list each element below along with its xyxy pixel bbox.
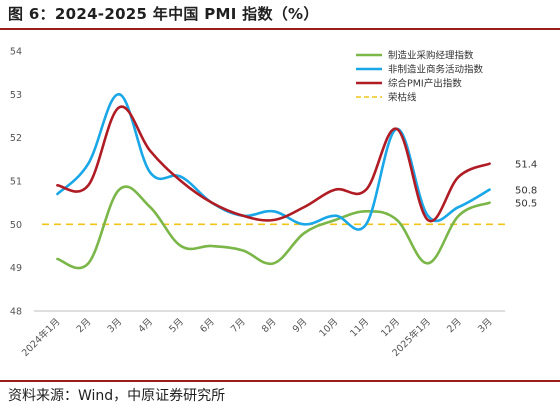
legend-label: 综合PMI产出指数 xyxy=(388,78,462,90)
x-tick-label: 10月 xyxy=(317,316,340,339)
end-value-label: 51.4 xyxy=(515,160,537,171)
y-tick-label: 49 xyxy=(10,263,22,274)
series-layer xyxy=(42,93,505,270)
end-value-label: 50.5 xyxy=(515,199,537,210)
legend-label: 非制造业商务活动指数 xyxy=(388,64,484,76)
x-tick-label: 2月 xyxy=(75,316,94,335)
y-tick-label: 54 xyxy=(10,47,22,58)
series-line-2 xyxy=(56,105,491,223)
x-tick-label: 2月 xyxy=(445,316,464,335)
x-tick-label: 11月 xyxy=(348,316,371,339)
top-divider xyxy=(0,28,560,30)
y-tick-label: 53 xyxy=(10,90,22,101)
y-tick-label: 51 xyxy=(10,177,22,188)
x-tick-label: 9月 xyxy=(291,316,310,335)
series-line-1 xyxy=(56,93,491,231)
x-tick-label: 7月 xyxy=(229,316,248,335)
chart-title: 图 6：2024-2025 年中国 PMI 指数（%） xyxy=(8,5,319,23)
pmi-line-chart: 54 53 52 51 50 49 48 2024年1月 2月 3月 4月 5月 6月 7月 8月 9月 10… xyxy=(10,47,537,359)
x-tick-label: 12月 xyxy=(379,316,402,339)
x-tick-label: 5月 xyxy=(167,316,186,335)
x-tick-label: 6月 xyxy=(198,316,217,335)
y-axis: 54 53 52 51 50 49 48 xyxy=(10,47,22,318)
bottom-divider xyxy=(0,380,560,382)
end-labels: 51.4 50.8 50.5 xyxy=(515,160,537,210)
x-tick-label: 2024年1月 xyxy=(19,316,62,359)
y-tick-label: 50 xyxy=(10,220,22,231)
legend-label: 制造业采购经理指数 xyxy=(388,50,474,62)
legend-label: 荣枯线 xyxy=(388,92,417,104)
end-value-label: 50.8 xyxy=(515,186,537,197)
series-line-0 xyxy=(56,185,491,270)
y-tick-label: 52 xyxy=(10,133,22,144)
y-tick-label: 48 xyxy=(10,307,22,318)
x-tick-label: 3月 xyxy=(476,316,495,335)
x-tick-label: 4月 xyxy=(136,316,155,335)
source-note: 资料来源：Wind，中原证券研究所 xyxy=(8,388,226,404)
x-tick-label: 8月 xyxy=(260,316,279,335)
x-tick-label: 3月 xyxy=(106,316,125,335)
